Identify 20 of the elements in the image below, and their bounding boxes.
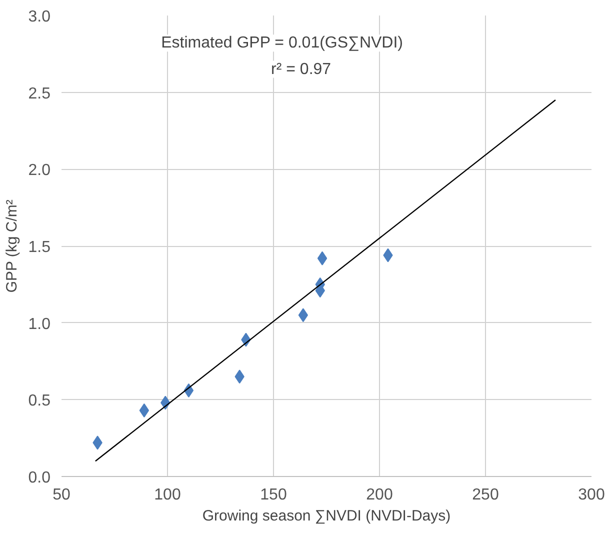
x-tick-label: 300 [578,486,605,504]
annotation: r² = 0.97 [271,60,332,78]
point [298,308,308,322]
y-tick-label: 1.0 [28,316,51,333]
y-tick-label: 0.5 [28,392,51,410]
y-tick-label: 3.0 [28,8,51,26]
y-tick-label: 0.0 [28,470,51,486]
y-axis-title: GPP (kg C/m² [3,200,20,293]
x-tick-label: 250 [472,486,499,504]
x-tick-label: 50 [52,486,70,504]
y-tick-label: 2.0 [28,162,51,180]
annotation: Estimated GPP = 0.01(GS∑NVDI) [161,34,404,52]
y-tick-label: 1.5 [28,239,51,256]
x-tick-label: 100 [154,486,181,504]
x-tick-label: 200 [366,486,393,504]
point [317,251,328,266]
x-axis-title: Growing season ∑NVDI (NVDI-Days) [202,508,451,524]
x-tick-label: 150 [260,486,287,504]
y-tick-label: 2.5 [28,85,51,102]
point [139,403,150,418]
